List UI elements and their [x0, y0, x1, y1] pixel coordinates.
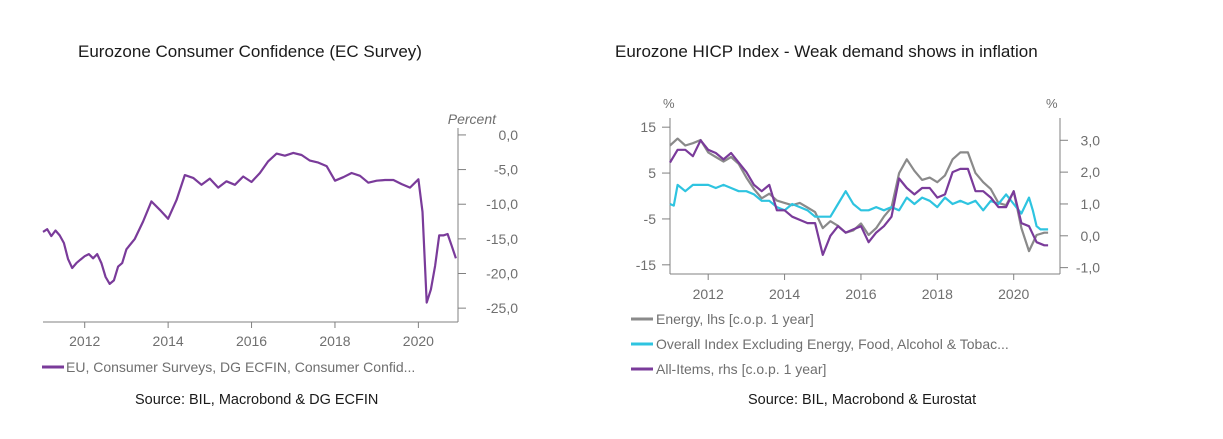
chart2-legend-label-allitems: All-Items, rhs [c.o.p. 1 year] [656, 361, 826, 377]
chart2-x-tick-label: 2014 [769, 286, 800, 302]
chart1-source: Source: BIL, Macrobond & DG ECFIN [135, 392, 379, 408]
chart1-y-tick-label: -10,0 [486, 196, 518, 212]
chart1-y-ticks: 0,0 -5,0 -10,0 -15,0 -20,0 -25,0 [458, 127, 518, 316]
chart2-left-tick-label: -15 [636, 257, 656, 273]
chart1-y-tick-label: 0,0 [499, 127, 519, 143]
chart2-series [669, 137, 1049, 256]
chart1-x-tick-label: 2012 [69, 333, 100, 349]
chart1-series [42, 151, 457, 304]
chart1-x-tick-label: 2016 [236, 333, 267, 349]
chart1-series-line [42, 151, 457, 304]
chart1-y-unit-label: Percent [448, 111, 497, 127]
chart2-right-tick-label: -1,0 [1076, 260, 1100, 276]
chart2-allitems-line [669, 139, 1049, 256]
chart2-right-tick-label: 1,0 [1081, 196, 1101, 212]
chart2-right-tick-label: 2,0 [1081, 164, 1101, 180]
chart2-x-tick-label: 2018 [922, 286, 953, 302]
chart1-y-tick-label: -20,0 [486, 266, 518, 282]
chart1-y-tick-label: -5,0 [494, 162, 518, 178]
chart1-y-tick-label: -25,0 [486, 300, 518, 316]
chart2-core-line [669, 183, 1049, 231]
chart2-x-tick-label: 2020 [998, 286, 1029, 302]
chart2-left-tick-label: 15 [640, 119, 656, 135]
chart1-x-tick-label: 2014 [153, 333, 184, 349]
chart2-x-ticks: 2012 2014 2016 2018 2020 [693, 274, 1029, 302]
chart2-source: Source: BIL, Macrobond & Eurostat [748, 392, 977, 408]
chart2-left-unit-label: % [663, 96, 675, 111]
chart2-left-tick-label: -5 [644, 211, 657, 227]
chart1-title: Eurozone Consumer Confidence (EC Survey) [78, 42, 422, 61]
chart1-y-tick-label: -15,0 [486, 231, 518, 247]
chart1-x-tick-label: 2020 [403, 333, 434, 349]
chart2-right-tick-label: 0,0 [1081, 228, 1101, 244]
chart2-x-tick-label: 2012 [693, 286, 724, 302]
chart2-legend-label-energy: Energy, lhs [c.o.p. 1 year] [656, 311, 814, 327]
chart2-right-ticks: 3,0 2,0 1,0 0,0 -1,0 [1060, 132, 1101, 276]
chart1-legend-label: EU, Consumer Surveys, DG ECFIN, Consumer… [66, 359, 415, 375]
chart1-x-ticks: 2012 2014 2016 2018 2020 [69, 322, 434, 349]
chart2-right-tick-label: 3,0 [1081, 132, 1101, 148]
chart2-right-unit-label: % [1046, 96, 1058, 111]
chart2-legend-label-core: Overall Index Excluding Energy, Food, Al… [656, 336, 1009, 352]
chart2-left-ticks: 15 5 -5 -15 [636, 119, 670, 273]
chart1-x-tick-label: 2018 [319, 333, 350, 349]
chart2-left-tick-label: 5 [648, 165, 656, 181]
chart2-energy-line [669, 137, 1049, 253]
chart2-x-tick-label: 2016 [845, 286, 876, 302]
chart2-title: Eurozone HICP Index - Weak demand shows … [615, 42, 1038, 61]
